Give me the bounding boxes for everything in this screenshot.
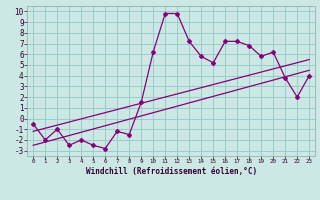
X-axis label: Windchill (Refroidissement éolien,°C): Windchill (Refroidissement éolien,°C) [86,167,257,176]
